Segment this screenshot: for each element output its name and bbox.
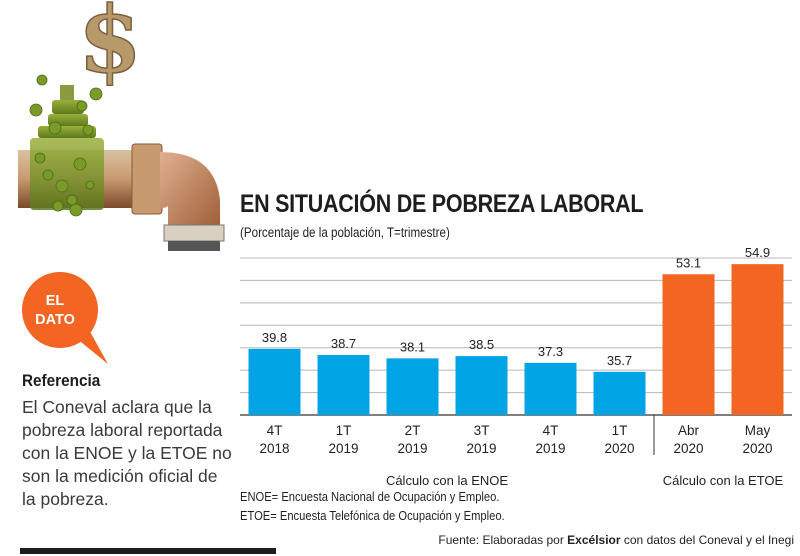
x-tick-label: 2020 bbox=[673, 441, 703, 456]
badge-line1: EL bbox=[45, 293, 65, 309]
bar bbox=[386, 358, 439, 415]
x-tick-label: 2019 bbox=[466, 441, 496, 456]
x-tick-labels: 4T 2018 1T 2019 2T 2019 3T 2019 4T 2019 1T 2020 Abr 2… bbox=[259, 423, 772, 456]
x-tick-label: Abr bbox=[678, 423, 700, 438]
source-suffix: con datos del Coneval y el Inegi bbox=[620, 533, 794, 547]
x-tick-label: 4T bbox=[543, 423, 559, 438]
badge-tail bbox=[76, 328, 108, 364]
value-label: 38.5 bbox=[469, 337, 494, 352]
bottom-rule bbox=[20, 548, 276, 554]
chart-subtitle: (Porcentaje de la población, T=trimestre… bbox=[240, 225, 450, 240]
bar bbox=[317, 355, 370, 415]
el-dato-label: EL DATO bbox=[18, 292, 92, 330]
x-tick-label: 2019 bbox=[397, 441, 427, 456]
bar bbox=[731, 264, 784, 415]
value-label: 39.8 bbox=[262, 330, 287, 345]
x-tick-label: 4T bbox=[267, 423, 283, 438]
bar bbox=[524, 362, 577, 415]
source-prefix: Fuente: Elaboradas por bbox=[438, 533, 568, 547]
value-label: 38.1 bbox=[400, 339, 425, 354]
x-tick-label: 3T bbox=[474, 423, 490, 438]
el-dato-badge bbox=[22, 272, 108, 364]
x-tick-label: 2018 bbox=[259, 441, 289, 456]
bar bbox=[248, 348, 301, 415]
bar bbox=[662, 274, 715, 415]
faucet-dollar-illustration: $ bbox=[18, 0, 225, 251]
x-tick-label: 2T bbox=[405, 423, 421, 438]
bar bbox=[455, 356, 508, 415]
group-label: Cálculo con la ETOE bbox=[663, 473, 784, 488]
footnote-enoe: ENOE= Encuesta Nacional de Ocupación y E… bbox=[240, 489, 500, 504]
footnote-etoe: ETOE= Encuesta Telefónica de Ocupación y… bbox=[240, 508, 505, 523]
value-label: 37.3 bbox=[538, 344, 563, 359]
value-label: 35.7 bbox=[607, 353, 632, 368]
value-label: 54.9 bbox=[745, 245, 770, 260]
value-labels: 39.8 38.7 38.1 38.5 37.3 35.7 53.1 54.9 bbox=[262, 245, 770, 368]
x-tick-label: 1T bbox=[336, 423, 352, 438]
bar bbox=[593, 371, 646, 415]
x-tick-label: May bbox=[745, 423, 771, 438]
reference-body: El Coneval aclara que la pobreza laboral… bbox=[22, 397, 232, 509]
source-note: Fuente: Elaboradas por Excélsior con dat… bbox=[438, 533, 794, 547]
group-labels: Cálculo con la ENOE Cálculo con la ETOE bbox=[386, 473, 784, 488]
x-tick-label: 2020 bbox=[742, 441, 772, 456]
x-tick-label: 1T bbox=[612, 423, 628, 438]
group-label: Cálculo con la ENOE bbox=[386, 473, 508, 488]
x-tick-label: 2020 bbox=[604, 441, 634, 456]
bars bbox=[248, 264, 784, 415]
badge-line2: DATO bbox=[35, 312, 75, 328]
value-label: 53.1 bbox=[676, 255, 701, 270]
value-label: 38.7 bbox=[331, 336, 356, 351]
source-brand: Excélsior bbox=[567, 533, 621, 547]
reference-heading: Referencia bbox=[22, 371, 101, 390]
x-tick-label: 2019 bbox=[328, 441, 358, 456]
chart-title: EN SITUACIÓN DE POBREZA LABORAL bbox=[240, 190, 644, 218]
x-tick-label: 2019 bbox=[535, 441, 565, 456]
badge-bubble bbox=[22, 272, 98, 348]
svg-text:$: $ bbox=[78, 0, 142, 94]
